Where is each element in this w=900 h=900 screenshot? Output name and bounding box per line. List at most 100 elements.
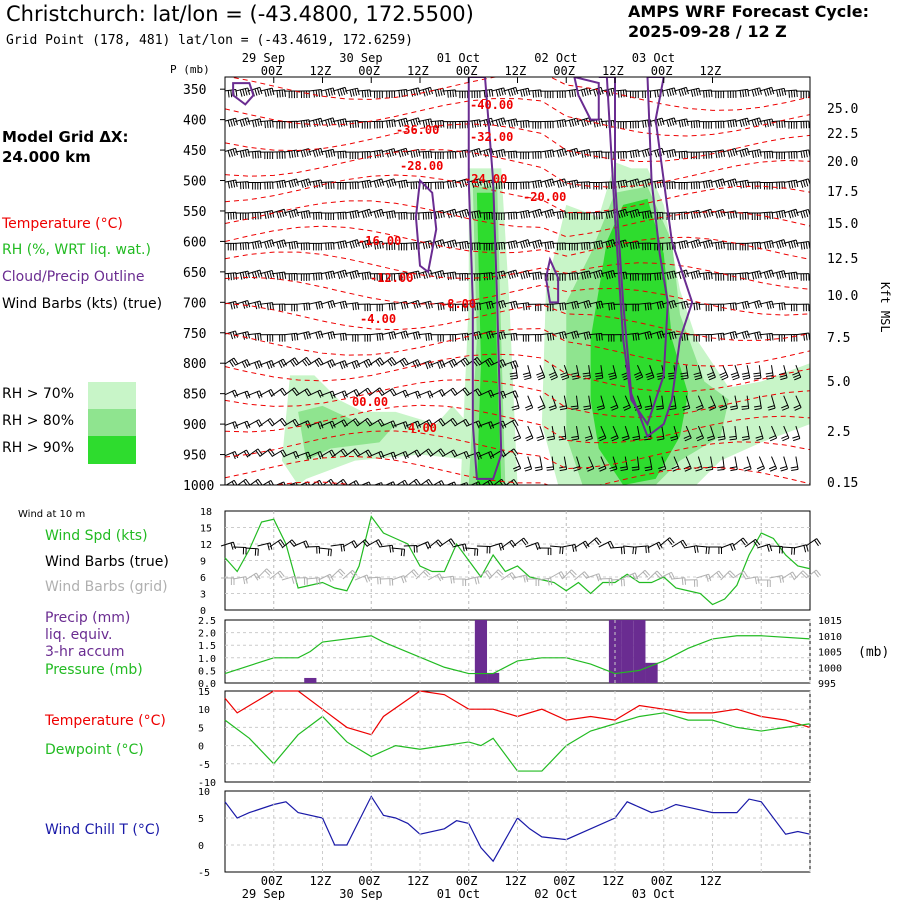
upper-wind-barb: [225, 211, 237, 214]
upper-wind-barb: [710, 425, 716, 439]
height-tick-label: 15.0: [827, 217, 858, 232]
height-tick-label: 2.5: [827, 425, 850, 440]
upper-wind-barb: [442, 358, 455, 366]
upper-wind-barb: [393, 147, 407, 153]
upper-wind-barb: [795, 365, 802, 378]
grid-wind-barb: [464, 576, 478, 581]
temperature-contour: [225, 98, 810, 137]
upper-wind-barb: [320, 300, 334, 305]
upper-wind-barb: [393, 450, 406, 458]
upper-wind-barb: [271, 179, 285, 184]
upper-wind-barb: [746, 426, 750, 439]
upper-wind-barb: [795, 149, 809, 153]
upper-wind-barb: [552, 331, 565, 336]
upper-wind-barb: [299, 481, 309, 485]
upper-wind-barb: [650, 487, 654, 499]
upper-wind-barb: [661, 299, 675, 305]
upper-wind-barb: [588, 86, 602, 92]
upper-wind-barb: [296, 148, 309, 153]
upper-wind-barb: [503, 118, 517, 123]
upper-wind-barb: [454, 149, 468, 153]
upper-wind-barb: [320, 241, 334, 244]
model-grid-value: 24.000 km: [2, 148, 91, 166]
upper-wind-barb: [588, 425, 593, 439]
upper-wind-barb: [369, 208, 382, 214]
grid-wind-barb: [233, 576, 247, 580]
upper-wind-barb: [588, 240, 602, 244]
legend-rh80-label: RH > 80%: [2, 413, 75, 429]
upper-wind-barb: [503, 300, 517, 305]
upper-wind-barb: [686, 181, 700, 184]
upper-wind-barb: [491, 270, 504, 275]
upper-wind-barb: [332, 86, 346, 92]
surface-wind-barb: [452, 543, 466, 548]
upper-wind-barb: [405, 148, 419, 153]
temperature-contour-label: -28.00: [400, 159, 443, 173]
bottom-date-label: 02 Oct: [534, 887, 577, 900]
upper-wind-barb: [247, 240, 261, 244]
upper-wind-barb: [247, 118, 261, 123]
upper-wind-barb: [722, 331, 736, 336]
surface-wind-barb: [269, 539, 281, 548]
top-time-tick-label: 12Z: [505, 64, 527, 78]
grid-wind-barb: [708, 570, 720, 580]
upper-wind-barb: [661, 365, 666, 379]
surface-wind-barb: [562, 544, 576, 548]
upper-wind-barb: [271, 239, 285, 244]
height-tick-label: 17.5: [827, 185, 858, 200]
upper-wind-barb: [771, 270, 785, 275]
upper-wind-barb: [515, 209, 529, 214]
upper-wind-barb: [686, 239, 699, 244]
grid-wind-barb: [720, 570, 731, 581]
windchill-panel-frame: [224, 790, 811, 873]
upper-wind-barb: [697, 425, 705, 439]
upper-wind-barb: [234, 449, 247, 457]
upper-wind-barb: [237, 478, 246, 485]
wind-10m-header: Wind at 10 m: [18, 509, 86, 520]
pressure-tick-label: 950: [183, 449, 206, 464]
upper-wind-barb: [417, 390, 431, 397]
upper-wind-barb: [466, 119, 480, 123]
upper-wind-barb: [722, 178, 736, 184]
upper-wind-barb: [588, 118, 602, 123]
upper-wind-barb: [673, 240, 687, 244]
upper-wind-barb: [405, 390, 419, 397]
upper-wind-barb: [527, 456, 533, 470]
upper-wind-barb: [783, 456, 788, 470]
surface-wind-barb: [501, 539, 513, 549]
upper-wind-barb: [783, 271, 797, 275]
upper-wind-barb: [470, 481, 479, 485]
upper-wind-barb: [491, 181, 505, 184]
rh80-region-a: [298, 405, 396, 461]
upper-wind-barb: [356, 449, 369, 457]
upper-wind-barb: [295, 356, 307, 366]
precip-ytick-label: 2.0: [198, 629, 216, 640]
upper-wind-barb: [661, 181, 675, 184]
upper-wind-barb: [332, 448, 344, 457]
surface-wind-barb: [220, 541, 234, 547]
upper-wind-barb: [783, 179, 797, 184]
height-tick-label: 0.15: [827, 476, 858, 491]
upper-wind-barb: [795, 208, 809, 214]
grid-wind-barb: [342, 569, 353, 580]
upper-wind-barb: [735, 487, 739, 499]
upper-wind-barb: [332, 118, 346, 123]
rh70-region-a: [281, 375, 477, 485]
upper-wind-barb: [600, 181, 614, 184]
grid-wind-barb: [610, 578, 625, 581]
grid-wind-barb: [367, 576, 381, 579]
grid-point-subtitle: Grid Point (178, 481) lat/lon = (-43.461…: [6, 33, 413, 48]
upper-wind-barb: [491, 331, 504, 336]
pressure-tick-label: 500: [183, 175, 206, 190]
upper-wind-barb: [503, 390, 516, 397]
temperature-contour-label: 00.00: [352, 395, 388, 409]
upper-wind-barb: [686, 487, 690, 499]
bottom-time-tick-label: 12Z: [602, 874, 624, 888]
upper-wind-barb: [795, 332, 809, 336]
upper-wind-barb: [288, 482, 297, 485]
upper-wind-barb: [225, 479, 235, 485]
upper-wind-barb: [783, 395, 790, 408]
temperature-contour-label: -8.00: [440, 297, 476, 311]
upper-wind-barb: [746, 87, 760, 92]
top-date-label: 02 Oct: [534, 51, 577, 65]
